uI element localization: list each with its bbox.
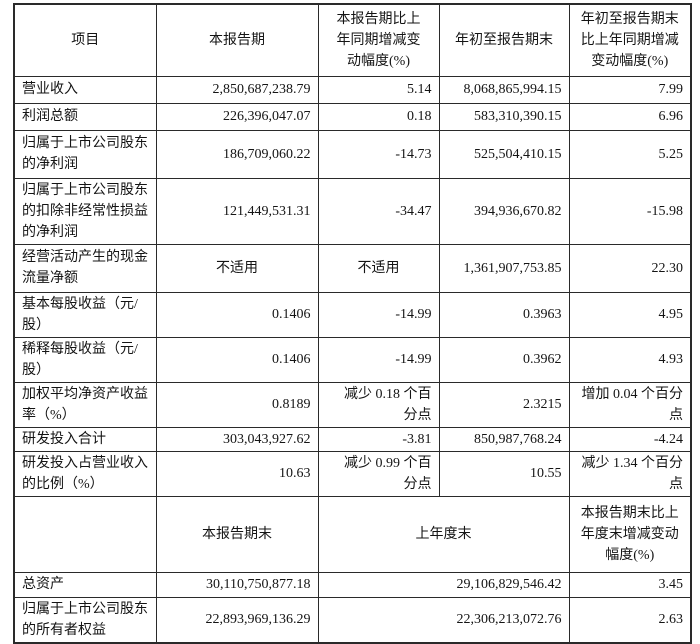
period-end-change: 2.63 [568, 596, 692, 643]
current-value: 不适用 [155, 243, 319, 293]
period-end-value: 30,110,750,877.18 [155, 571, 319, 598]
ytd-value: 8,068,865,994.15 [438, 75, 570, 104]
ytd-value: 0.3963 [438, 291, 570, 338]
row-label: 归属于上市公司股东 的所有者权益 [13, 596, 157, 643]
row-label: 利润总额 [13, 102, 157, 131]
current-change: 减少 0.99 个百 分点 [317, 450, 440, 497]
ytd-value: 2.3215 [438, 381, 570, 428]
ytd-change: 4.95 [568, 291, 692, 338]
ytd-change: -4.24 [568, 426, 692, 452]
row-label: 基本每股收益（元/股） [13, 291, 157, 338]
current-value: 10.63 [155, 450, 319, 497]
ytd-value: 850,987,768.24 [438, 426, 570, 452]
row-label: 研发投入合计 [13, 426, 157, 452]
table-row: 归属于上市公司股东 的净利润 186,709,060.22 -14.73 525… [13, 129, 692, 179]
ytd-change: -15.98 [568, 177, 692, 245]
section2-header-row: 本报告期末 上年度末 本报告期末比上 年度末增减变动 幅度(%) [13, 495, 692, 573]
ytd-value: 525,504,410.15 [438, 129, 570, 179]
ytd-value: 583,310,390.15 [438, 102, 570, 131]
current-value: 186,709,060.22 [155, 129, 319, 179]
ytd-change: 7.99 [568, 75, 692, 104]
table-row: 稀释每股收益（元/股） 0.1406 -14.99 0.3962 4.93 [13, 336, 692, 383]
row-label: 总资产 [13, 571, 157, 598]
current-change: -34.47 [317, 177, 440, 245]
header-prior-year-end: 上年度末 [317, 495, 570, 573]
header-current-period: 本报告期 [155, 3, 319, 77]
header-ytd: 年初至报告期末 [438, 3, 570, 77]
current-change: -14.99 [317, 291, 440, 338]
current-value: 121,449,531.31 [155, 177, 319, 245]
row-label: 经营活动产生的现金 流量净额 [13, 243, 157, 293]
row-label: 归属于上市公司股东 的净利润 [13, 129, 157, 179]
header-item: 项目 [13, 3, 157, 77]
ytd-change: 6.96 [568, 102, 692, 131]
table-row: 总资产 30,110,750,877.18 29,106,829,546.42 … [13, 571, 692, 598]
ytd-value: 10.55 [438, 450, 570, 497]
current-value: 0.8189 [155, 381, 319, 428]
current-value: 303,043,927.62 [155, 426, 319, 452]
ytd-value: 1,361,907,753.85 [438, 243, 570, 293]
row-label: 研发投入占营业收入 的比例（%） [13, 450, 157, 497]
table-row: 加权平均净资产收益 率（%） 0.8189 减少 0.18 个百 分点 2.32… [13, 381, 692, 428]
table-row: 经营活动产生的现金 流量净额 不适用 不适用 1,361,907,753.85 … [13, 243, 692, 293]
header-ytd-change: 年初至报告期末 比上年同期增减 变动幅度(%) [568, 3, 692, 77]
header-period-end-change: 本报告期末比上 年度末增减变动 幅度(%) [568, 495, 692, 573]
current-change: 0.18 [317, 102, 440, 131]
current-change: 5.14 [317, 75, 440, 104]
current-change: -14.99 [317, 336, 440, 383]
header-current-change: 本报告期比上 年同期增减变 动幅度(%) [317, 3, 440, 77]
header-blank [13, 495, 157, 573]
current-change: -14.73 [317, 129, 440, 179]
header-period-end: 本报告期末 [155, 495, 319, 573]
current-value: 0.1406 [155, 291, 319, 338]
ytd-change: 减少 1.34 个百分 点 [568, 450, 692, 497]
financial-summary-table: 项目 本报告期 本报告期比上 年同期增减变 动幅度(%) 年初至报告期末 年初至… [13, 3, 692, 644]
ytd-change: 5.25 [568, 129, 692, 179]
table-row: 归属于上市公司股东 的所有者权益 22,893,969,136.29 22,30… [13, 596, 692, 643]
table-row: 基本每股收益（元/股） 0.1406 -14.99 0.3963 4.95 [13, 291, 692, 338]
current-change: -3.81 [317, 426, 440, 452]
ytd-value: 0.3962 [438, 336, 570, 383]
current-value: 0.1406 [155, 336, 319, 383]
current-change: 不适用 [317, 243, 440, 293]
table-row: 利润总额 226,396,047.07 0.18 583,310,390.15 … [13, 102, 692, 131]
ytd-change: 增加 0.04 个百分 点 [568, 381, 692, 428]
table-row: 营业收入 2,850,687,238.79 5.14 8,068,865,994… [13, 75, 692, 104]
ytd-change: 22.30 [568, 243, 692, 293]
prior-year-end-value: 29,106,829,546.42 [317, 571, 570, 598]
prior-year-end-value: 22,306,213,072.76 [317, 596, 570, 643]
period-end-value: 22,893,969,136.29 [155, 596, 319, 643]
section1-header-row: 项目 本报告期 本报告期比上 年同期增减变 动幅度(%) 年初至报告期末 年初至… [13, 3, 692, 77]
period-end-change: 3.45 [568, 571, 692, 598]
ytd-change: 4.93 [568, 336, 692, 383]
table-row: 研发投入合计 303,043,927.62 -3.81 850,987,768.… [13, 426, 692, 452]
current-value: 226,396,047.07 [155, 102, 319, 131]
row-label: 加权平均净资产收益 率（%） [13, 381, 157, 428]
row-label: 稀释每股收益（元/股） [13, 336, 157, 383]
row-label: 营业收入 [13, 75, 157, 104]
row-label: 归属于上市公司股东 的扣除非经常性损益 的净利润 [13, 177, 157, 245]
current-value: 2,850,687,238.79 [155, 75, 319, 104]
table-row: 归属于上市公司股东 的扣除非经常性损益 的净利润 121,449,531.31 … [13, 177, 692, 245]
current-change: 减少 0.18 个百 分点 [317, 381, 440, 428]
table-row: 研发投入占营业收入 的比例（%） 10.63 减少 0.99 个百 分点 10.… [13, 450, 692, 497]
ytd-value: 394,936,670.82 [438, 177, 570, 245]
